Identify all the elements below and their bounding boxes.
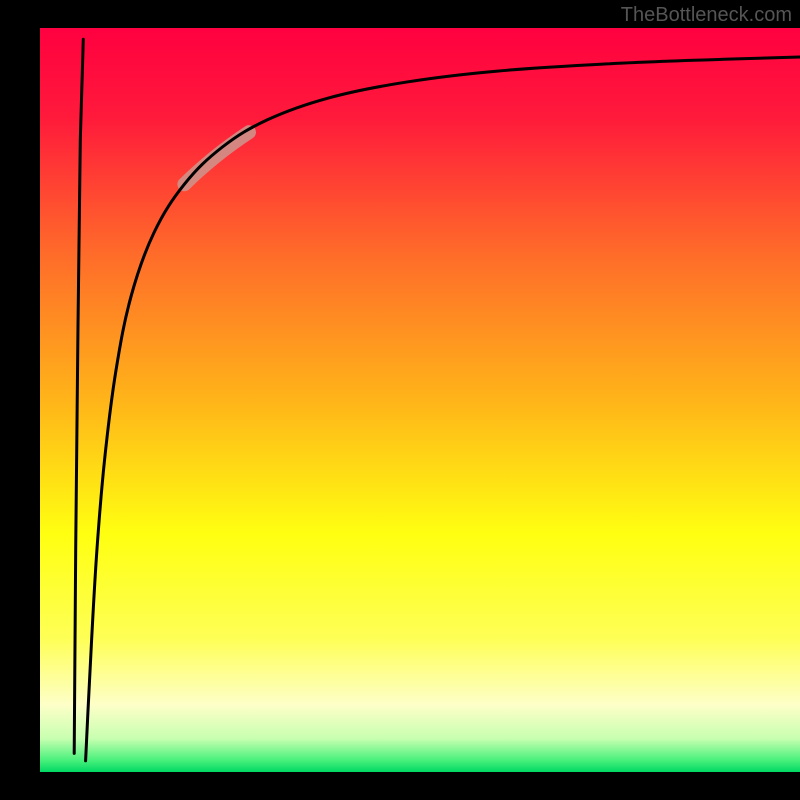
chart-svg [0, 0, 800, 800]
chart-stage: TheBottleneck.com [0, 0, 800, 800]
attribution-text: TheBottleneck.com [621, 4, 792, 27]
plot-background [40, 28, 800, 772]
